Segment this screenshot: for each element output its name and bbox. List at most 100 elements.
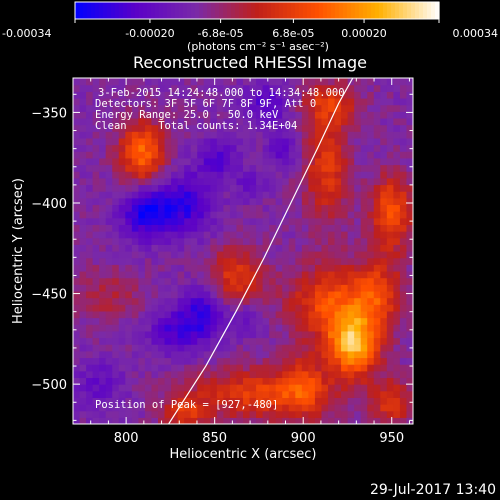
heatmap-cell [275,251,283,259]
heatmap-cell [151,270,159,279]
heatmap-cell [380,377,388,385]
heatmap-cell [288,344,296,352]
heatmap-cell [249,164,257,172]
heatmap-cell [164,204,172,212]
heatmap-cell [79,124,87,132]
heatmap-cell [334,270,342,279]
heatmap-cell [105,310,113,319]
heatmap-cell [131,317,139,325]
heatmap-cell [216,417,224,424]
heatmap-cell [229,97,238,106]
heatmap-cell [177,97,185,106]
heatmap-cell [393,197,401,206]
heatmap-cell [112,330,120,339]
heatmap-cell [262,131,270,139]
heatmap-cell [308,211,316,219]
heatmap-cell [393,404,401,412]
heatmap-cell [223,390,231,398]
heatmap-cell [79,310,87,319]
heatmap-cell [158,204,166,212]
heatmap-cell [151,290,159,299]
heatmap-cell [301,237,309,245]
heatmap-cell [73,97,81,106]
heatmap-cell [216,397,224,405]
heatmap-cell [105,117,113,126]
heatmap-cell [138,304,146,312]
heatmap-cell [288,124,296,132]
heatmap-cell [184,157,192,166]
heatmap-cell [131,404,139,412]
heatmap-cell [334,171,342,179]
heatmap-cell [386,364,394,372]
heatmap-cell [105,277,113,285]
heatmap-cell [164,151,172,159]
heatmap-cell [328,231,336,239]
heatmap-cell [216,117,224,126]
heatmap-cell [86,117,94,126]
heatmap-cell [73,277,81,285]
heatmap-cell [138,237,146,245]
heatmap-cell [354,157,362,166]
heatmap-cell [360,257,368,265]
heatmap-cell [295,224,303,232]
heatmap-cell [399,251,408,259]
clean-counts-label: Clean Total counts: 1.34E+04 [95,120,297,132]
heatmap-cell [223,171,231,179]
heatmap-cell [393,171,401,179]
colorbar-tick-label: -6.8e-05 [197,27,243,40]
heatmap-cell [184,417,192,424]
heatmap-cell [112,164,120,172]
heatmap-cell [380,151,388,159]
heatmap-cell [164,131,172,139]
colorbar-cell [355,2,360,19]
heatmap-cell [216,197,224,206]
heatmap-cell [171,211,179,219]
heatmap-cell [243,117,251,126]
heatmap-cell [393,157,401,166]
heatmap-cell [118,117,126,126]
heatmap-cell [144,191,153,199]
heatmap-cell [177,284,185,292]
heatmap-cell [125,224,133,232]
heatmap-cell [314,384,323,392]
heatmap-cell [360,184,368,192]
heatmap-cell [406,211,413,219]
heatmap-cell [269,204,277,212]
heatmap-cell [249,197,257,206]
heatmap-cell [360,104,368,112]
heatmap-cell [203,317,211,325]
heatmap-cell [216,111,224,119]
heatmap-cell [190,317,198,325]
heatmap-cell [79,410,87,418]
heatmap-cell [177,184,185,192]
heatmap-cell [73,377,81,385]
heatmap-cell [393,297,401,305]
heatmap-cell [171,111,179,119]
heatmap-cell [393,344,401,352]
heatmap-cell [229,191,238,199]
heatmap-cell [341,290,349,299]
heatmap-cell [125,284,133,292]
heatmap-cell [164,310,172,319]
heatmap-cell [184,151,192,159]
heatmap-cell [118,184,126,192]
heatmap-cell [321,251,329,259]
heatmap-cell [197,257,205,265]
heatmap-cell [144,231,153,239]
heatmap-cell [380,284,388,292]
heatmap-cell [288,377,296,385]
heatmap-cell [301,324,309,332]
heatmap-cell [347,344,355,352]
heatmap-cell [354,404,362,412]
heatmap-cell [360,404,368,412]
heatmap-cell [269,157,277,166]
heatmap-cell [92,317,100,325]
heatmap-cell [203,164,211,172]
heatmap-cell [269,277,277,285]
heatmap-cell [399,350,408,359]
heatmap-cell [275,390,283,398]
colorbar-cell [131,2,136,19]
heatmap-cell [282,264,290,272]
heatmap-cell [210,244,218,252]
heatmap-cell [314,310,323,319]
